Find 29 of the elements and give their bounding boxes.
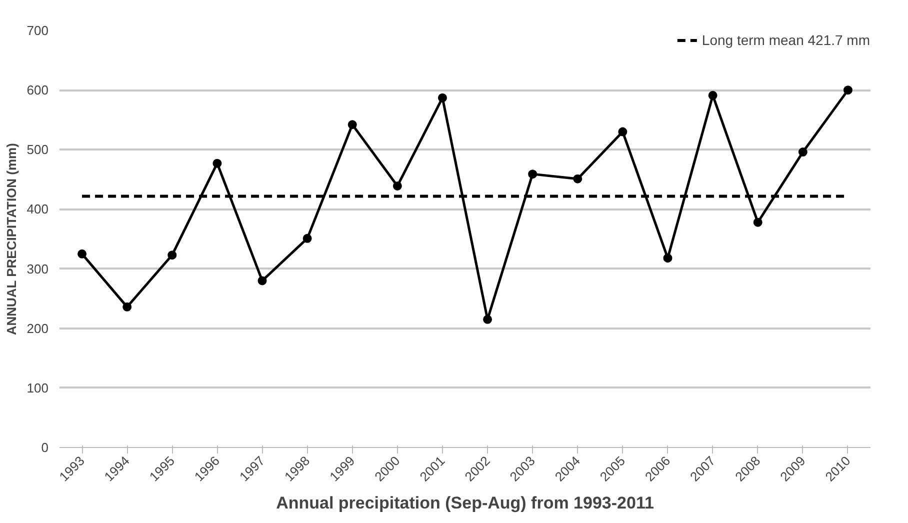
point	[348, 120, 357, 130]
point	[708, 90, 718, 100]
point	[753, 218, 762, 227]
y-tick-label: 500	[26, 142, 49, 158]
point	[843, 86, 852, 95]
y-tick-label: 200	[26, 320, 49, 336]
point	[573, 174, 582, 184]
point	[663, 254, 672, 263]
point	[168, 250, 177, 260]
point	[392, 181, 402, 190]
point	[302, 234, 312, 243]
x-axis-title: Annual precipitation (Sep-Aug) from 1993-2011	[276, 493, 654, 512]
y-tick-label: 600	[26, 82, 49, 98]
point	[798, 148, 808, 157]
point	[483, 314, 492, 324]
y-tick-label: 400	[26, 202, 49, 217]
y-tick-label: 0	[41, 440, 49, 455]
y-axis-title: ANNUAL PRECIPITATION (mm)	[4, 143, 19, 336]
point	[438, 93, 447, 102]
y-tick-label: 300	[26, 261, 49, 276]
point	[618, 127, 628, 136]
point	[212, 158, 222, 168]
point	[528, 170, 538, 179]
point	[258, 276, 267, 286]
y-tick-label: 100	[26, 380, 49, 396]
y-tick-label: 700	[26, 23, 49, 38]
point	[78, 249, 87, 258]
legend-label: Long term mean 421.7 mm	[702, 32, 870, 48]
point	[122, 302, 132, 312]
